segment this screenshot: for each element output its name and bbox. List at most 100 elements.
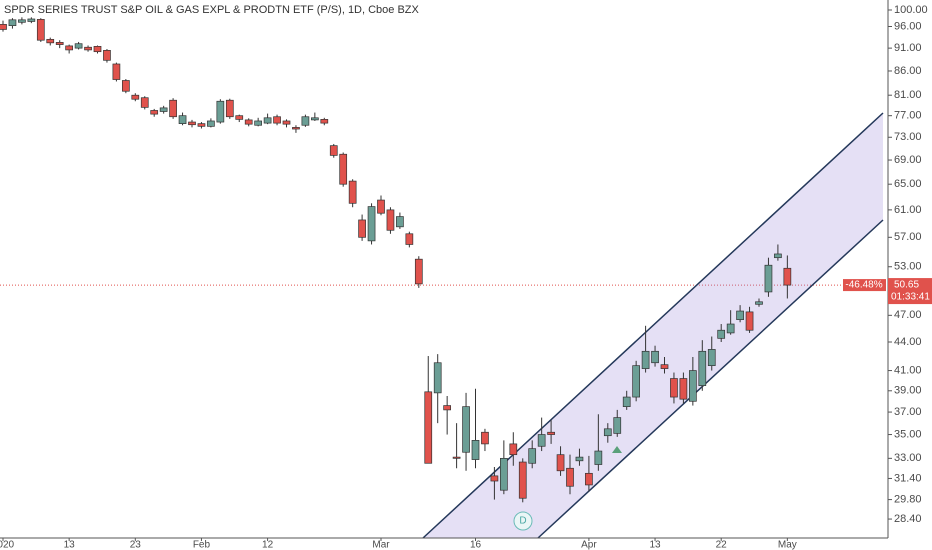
candle-body bbox=[36, 19, 45, 41]
candle-body bbox=[679, 378, 688, 400]
channel-upper bbox=[422, 112, 884, 539]
y-tick-label: 29.80 bbox=[894, 493, 922, 505]
candle-body bbox=[225, 99, 234, 118]
candle-body bbox=[235, 115, 244, 120]
candle-body bbox=[263, 117, 272, 124]
y-tick-label: 77.00 bbox=[894, 110, 922, 122]
candle-body bbox=[509, 443, 518, 456]
y-tick-label: 39.00 bbox=[894, 385, 922, 397]
candle-body bbox=[377, 199, 385, 214]
y-tick-label: 69.00 bbox=[894, 154, 922, 166]
candle-body bbox=[169, 99, 177, 118]
x-tick-label: 12 bbox=[262, 540, 274, 550]
last-price-box bbox=[888, 278, 932, 305]
candle-body bbox=[348, 180, 357, 204]
candles bbox=[0, 17, 792, 503]
candle-body bbox=[717, 329, 726, 339]
countdown-label: 01:33:41 bbox=[891, 292, 930, 303]
candle-body bbox=[301, 116, 310, 126]
candle-body bbox=[27, 18, 36, 22]
y-tick-label: 44.00 bbox=[894, 336, 922, 348]
y-tick-label: 65.00 bbox=[894, 178, 922, 190]
candle-body bbox=[641, 350, 650, 369]
candle-body bbox=[575, 456, 584, 462]
candle-body bbox=[150, 110, 159, 115]
x-tick-label: Feb bbox=[193, 540, 211, 550]
candle-body bbox=[18, 19, 26, 23]
candle-body bbox=[55, 42, 64, 45]
candle-body bbox=[254, 120, 262, 126]
candle-body bbox=[698, 350, 707, 386]
channel-lower bbox=[537, 219, 884, 539]
dividend-label: D bbox=[519, 516, 526, 527]
dividend-marker[interactable] bbox=[513, 511, 533, 531]
chart-title: SPDR SERIES TRUST S&P OIL & GAS EXPL & P… bbox=[4, 4, 420, 16]
candle-body bbox=[632, 365, 641, 398]
last-price-label: 50.65 bbox=[894, 280, 919, 291]
candle-body bbox=[726, 323, 735, 334]
candle-body bbox=[613, 417, 622, 434]
candle-body bbox=[320, 119, 329, 124]
candle-body bbox=[367, 206, 376, 242]
candle-body bbox=[736, 310, 744, 321]
candle-body bbox=[405, 233, 414, 245]
candle-body bbox=[537, 434, 546, 447]
candle-body bbox=[396, 216, 404, 228]
candle-body bbox=[490, 475, 499, 482]
candle-body bbox=[0, 24, 7, 30]
y-tick-label: 91.00 bbox=[894, 42, 922, 54]
y-tick-label: 81.00 bbox=[894, 89, 922, 101]
candle-body bbox=[244, 119, 253, 125]
candle-body bbox=[197, 123, 206, 127]
candle-body bbox=[774, 253, 782, 259]
candle-body bbox=[670, 378, 678, 398]
candle-body bbox=[93, 46, 102, 53]
candle-body bbox=[688, 370, 697, 402]
candle-body bbox=[121, 80, 130, 92]
y-tick-label: 31.40 bbox=[894, 472, 922, 484]
candle-body bbox=[112, 63, 121, 80]
candle-body bbox=[46, 38, 55, 44]
candle-body bbox=[443, 405, 451, 411]
candle-body bbox=[585, 472, 593, 486]
candle-body bbox=[518, 461, 527, 499]
candle-body bbox=[755, 301, 763, 305]
candle-body bbox=[433, 362, 442, 394]
x-tick-label: 23 bbox=[130, 540, 142, 550]
candle-body bbox=[566, 467, 574, 487]
candle-body bbox=[622, 396, 631, 407]
candle-body bbox=[282, 120, 291, 125]
candle-body bbox=[783, 267, 792, 286]
candle-body bbox=[556, 454, 565, 472]
candle-body bbox=[651, 350, 659, 364]
candle-body bbox=[500, 457, 508, 491]
candle-body bbox=[103, 50, 111, 61]
candle-body bbox=[386, 209, 395, 231]
x-tick-label: 16 bbox=[470, 540, 482, 550]
candle-body bbox=[358, 219, 366, 238]
y-tick-label: 37.00 bbox=[894, 406, 922, 418]
signal-marker bbox=[612, 446, 622, 453]
x-tick-label: 22 bbox=[716, 540, 728, 550]
candle-body bbox=[764, 264, 773, 293]
candle-body bbox=[65, 45, 74, 51]
change-label: -46.48% bbox=[845, 280, 882, 291]
candle-body bbox=[216, 100, 225, 123]
candle-body bbox=[329, 145, 338, 156]
candle-body bbox=[603, 428, 612, 437]
x-tick-label: May bbox=[778, 540, 797, 550]
candle-body bbox=[74, 43, 83, 49]
candle-body bbox=[707, 349, 716, 367]
candle-body bbox=[8, 19, 17, 27]
y-tick-label: 33.00 bbox=[894, 452, 922, 464]
y-tick-label: 57.00 bbox=[894, 231, 922, 243]
x-tick-label: 2020 bbox=[0, 540, 15, 550]
x-tick-label: 13 bbox=[649, 540, 661, 550]
candle-body bbox=[424, 391, 433, 464]
y-tick-label: 28.40 bbox=[894, 513, 922, 525]
candle-body bbox=[84, 46, 92, 51]
y-tick-label: 35.00 bbox=[894, 428, 922, 440]
candle-body bbox=[207, 120, 215, 127]
candle-body bbox=[481, 431, 489, 445]
